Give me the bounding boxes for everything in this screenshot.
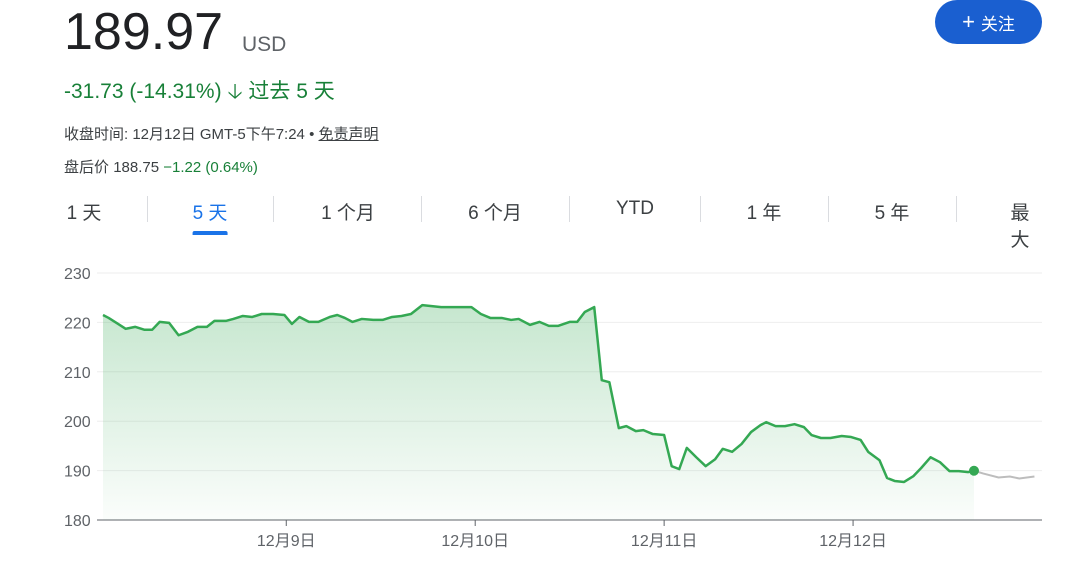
y-tick-label: 180 (64, 513, 91, 530)
after-hours: 盘后价 188.75 −1.22 (0.64%) (64, 156, 258, 177)
change-value: -31.73 (-14.31%) (64, 80, 222, 103)
stock-price: 189.97 (64, 3, 224, 61)
tab-separator (147, 196, 148, 222)
tab-5[interactable]: 1 年 (746, 203, 782, 224)
y-tick-label: 200 (64, 414, 91, 431)
close-info: 收盘时间: 12月12日 GMT-5下午7:24 • 免责声明 (64, 123, 379, 144)
tab-6[interactable]: 5 年 (874, 203, 910, 224)
x-tick-label: 12月11日 (631, 533, 697, 550)
tab-3[interactable]: 6 个月 (468, 203, 522, 224)
price-change: -31.73 (-14.31%) 🡣 过去 5 天 (64, 75, 335, 112)
tab-1[interactable]: 5 天 (192, 198, 227, 235)
separator: • (309, 126, 315, 143)
tab-7[interactable]: 最大 (1010, 203, 1030, 251)
tab-separator (956, 196, 957, 222)
y-tick-label: 190 (64, 464, 91, 481)
x-tick-label: 12月9日 (257, 533, 316, 550)
arrow-down-icon: 🡣 (227, 80, 243, 103)
after-hours-price: 188.75 (113, 159, 160, 176)
follow-button[interactable]: + 关注 (935, 0, 1042, 44)
close-time: 收盘时间: 12月12日 GMT-5下午7:24 (64, 126, 305, 143)
last-price-dot (968, 465, 979, 476)
x-tick-label: 12月12日 (819, 533, 887, 550)
tab-separator (700, 196, 701, 222)
y-tick-label: 210 (64, 365, 91, 382)
change-period: 过去 5 天 (248, 80, 335, 103)
follow-label: 关注 (980, 14, 1015, 34)
price-area (103, 305, 974, 520)
currency: USD (242, 33, 287, 56)
after-hours-line (973, 469, 1035, 480)
x-tick-label: 12月10日 (441, 533, 509, 550)
disclaimer-link[interactable]: 免责声明 (318, 126, 379, 143)
plus-icon: + (962, 9, 975, 34)
price-line (102, 303, 975, 484)
tab-0[interactable]: 1 天 (66, 203, 102, 224)
y-tick-label: 220 (64, 315, 91, 332)
after-hours-label: 盘后价 (64, 159, 110, 176)
range-tabs: 1 天 5 天 1 个月 6 个月 YTD 1 年 5 年 最大 (64, 192, 1042, 251)
tab-2[interactable]: 1 个月 (321, 203, 375, 224)
after-hours-change: −1.22 (0.64%) (163, 159, 258, 176)
tab-separator (421, 196, 422, 222)
tab-4[interactable]: YTD (616, 198, 654, 219)
y-tick-label: 230 (64, 266, 91, 283)
tab-separator (828, 196, 829, 222)
tab-separator (569, 196, 570, 222)
tab-separator (273, 196, 274, 222)
